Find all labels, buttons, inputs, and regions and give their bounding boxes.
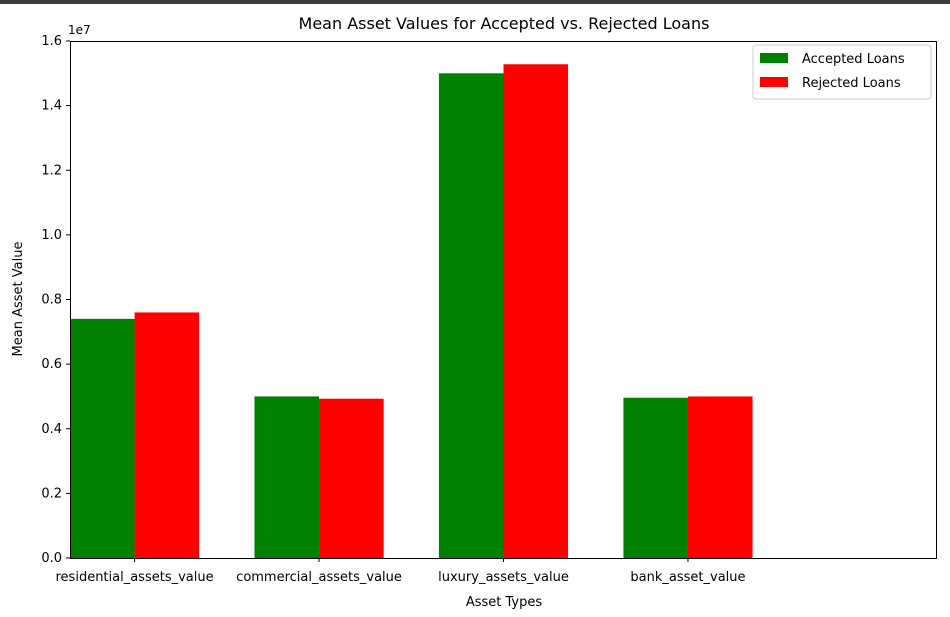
x-tick-label: luxury_assets_value (438, 570, 569, 585)
bars-group (70, 64, 753, 558)
x-tick-label: commercial_assets_value (236, 570, 402, 585)
legend-box (752, 44, 932, 100)
x-axis-ticks: residential_assets_value commercial_asset… (56, 558, 746, 585)
y-tick-label: 1.4 (41, 99, 62, 114)
legend: Accepted Loans Rejected Loans (752, 44, 932, 100)
bar-rejected-2 (503, 64, 569, 558)
x-axis-label: Asset Types (466, 595, 543, 610)
bar-rejected-3 (687, 396, 753, 558)
x-tick-label: bank_asset_value (630, 570, 745, 585)
y-tick-label: 0.2 (41, 486, 62, 501)
y-tick-label: 1.2 (41, 163, 62, 178)
bar-accepted-2 (438, 73, 504, 558)
y-tick-label: 1.0 (41, 228, 62, 243)
y-tick-label: 0.6 (41, 357, 62, 372)
y-tick-label: 0.0 (41, 551, 62, 566)
chart-title: Mean Asset Values for Accepted vs. Rejec… (299, 14, 710, 33)
y-tick-label: 0.4 (41, 422, 62, 437)
bar-rejected-1 (319, 398, 384, 558)
y-tick-label: 0.8 (41, 293, 62, 308)
y-axis-label: Mean Asset Value (11, 242, 26, 357)
bar-rejected-0 (134, 312, 200, 558)
legend-label: Accepted Loans (802, 52, 905, 67)
plot-frame (70, 41, 937, 559)
legend-swatch (760, 77, 788, 87)
y-axis-ticks: 0.0 0.2 0.4 0.6 0.8 1.0 1.2 1.4 1.6 (41, 34, 70, 566)
bar-accepted-1 (254, 396, 320, 558)
y-axis-offset-label: 1e7 (68, 23, 91, 37)
y-tick-label: 1.6 (41, 34, 62, 49)
legend-swatch (760, 53, 788, 63)
bar-accepted-0 (70, 318, 135, 558)
bar-accepted-3 (623, 397, 688, 558)
x-tick-label: residential_assets_value (56, 570, 214, 585)
window-top-bar (0, 0, 950, 4)
legend-label: Rejected Loans (802, 76, 901, 91)
